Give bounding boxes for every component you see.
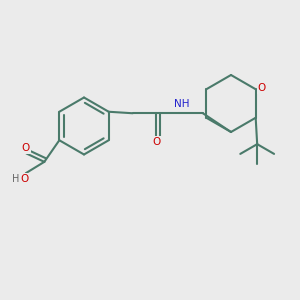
Text: NH: NH [173,99,189,109]
Text: O: O [22,143,30,153]
Text: O: O [258,83,266,93]
Text: H: H [12,174,20,184]
Text: O: O [152,137,160,147]
Text: O: O [20,174,28,184]
